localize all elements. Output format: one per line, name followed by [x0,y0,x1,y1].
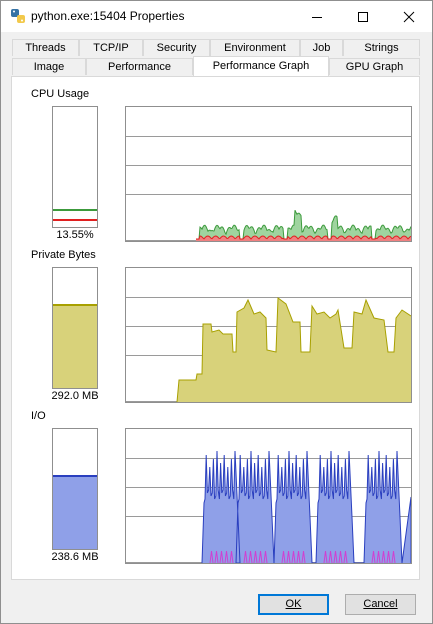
tab-performance-graph[interactable]: Performance Graph [193,56,329,76]
python-app-icon [11,9,25,23]
private-bytes-line [176,297,411,402]
io-other-spikes [281,550,306,563]
tab-gpu-graph[interactable]: GPU Graph [329,58,420,75]
tab-image[interactable]: Image [12,58,86,75]
tab-performance[interactable]: Performance [86,58,193,75]
private-bytes-meter [52,267,98,389]
ok-button-label: OK [285,598,302,610]
close-icon [403,11,415,23]
cpu-kernel-line [196,235,411,240]
cpu-usage-label: CPU Usage [31,88,90,100]
minimize-icon [312,17,322,18]
io-other-spikes [323,550,348,563]
maximize-button[interactable] [340,1,386,32]
cpu-usage-meter-fill [53,208,97,227]
cancel-button-label: Cancel [363,598,398,610]
io-meter [52,428,98,550]
tab-security[interactable]: Security [143,39,210,56]
tab-environment[interactable]: Environment [210,39,300,56]
io-value: 238.6 MB [51,551,99,563]
ok-button[interactable]: OK [258,594,329,615]
private-bytes-label: Private Bytes [31,249,96,261]
io-other-spikes [209,550,234,563]
private-bytes-graph [125,267,412,403]
tab-strings[interactable]: Strings [343,39,420,56]
tab-strip: Threads TCP/IP Security Environment Job … [1,32,432,77]
tab-tcpip[interactable]: TCP/IP [79,39,143,56]
io-other-spikes [243,550,268,563]
private-bytes-value: 292.0 MB [51,390,99,402]
close-button[interactable] [386,1,432,32]
cpu-usage-meter [52,106,98,228]
window-title: python.exe:15404 Properties [31,9,185,23]
io-label: I/O [31,410,46,422]
cancel-button[interactable]: Cancel [345,594,416,615]
cpu-usage-graph [125,106,412,242]
private-bytes-meter-fill [53,304,97,388]
io-history-chart [126,450,411,563]
maximize-icon [358,12,368,22]
minimize-button[interactable] [294,1,340,32]
io-line [201,450,411,563]
private-bytes-history-chart [126,297,411,402]
io-meter-fill [53,475,97,549]
performance-graph-panel: CPU Usage 13.55% Private Bytes 292.0 MB … [11,76,420,580]
cpu-usage-value: 13.55% [56,229,94,241]
cpu-total-area [196,210,411,241]
tab-job[interactable]: Job [300,39,343,56]
io-graph [125,428,412,564]
cpu-kernel-meter-line [53,219,97,221]
io-other-spikes [371,550,396,563]
cpu-kernel-area [196,236,411,241]
tab-threads[interactable]: Threads [12,39,79,56]
private-bytes-area [177,298,411,402]
cpu-total-line [196,209,411,240]
title-bar[interactable]: python.exe:15404 Properties [1,1,432,32]
cpu-usage-history-chart [126,136,411,241]
